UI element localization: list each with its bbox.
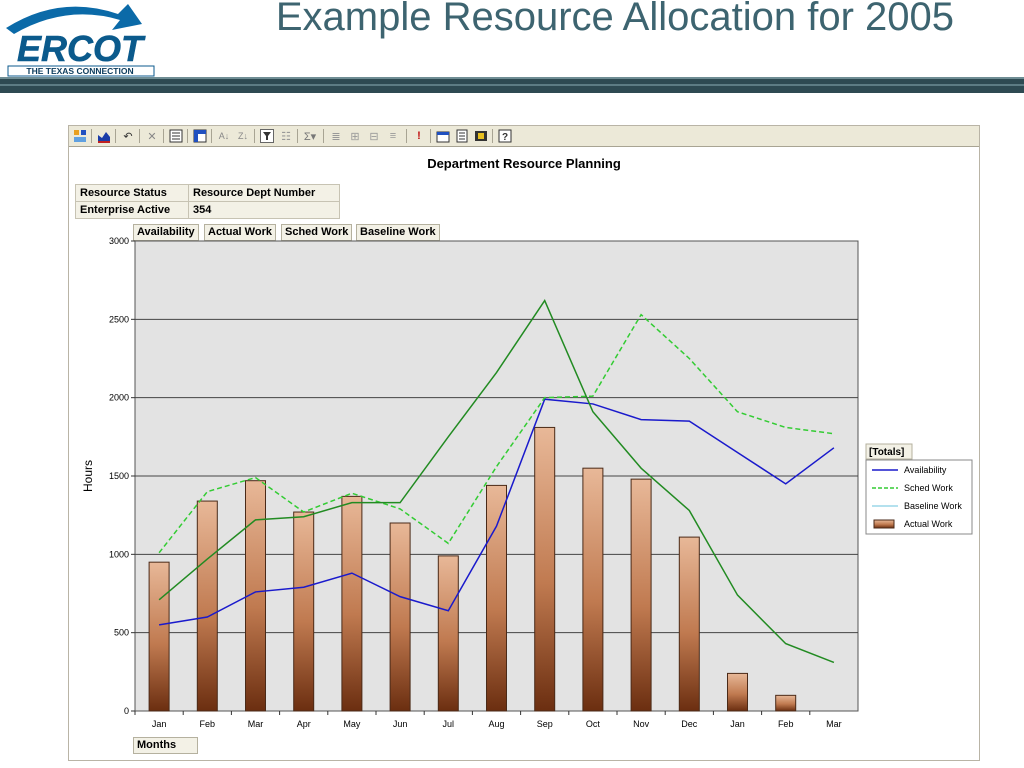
toolbar: ↶ ✕ A↓ Z↓ ☷ Σ▾ ≣ ⊞ ⊟ ≡ ! ? [69,126,979,147]
legend-label: Sched Work [904,483,953,493]
help-icon[interactable]: ? [497,128,513,144]
bar-actual-work [678,536,700,712]
x-tick-label: Jan [152,719,167,729]
alert-icon[interactable]: ! [417,130,421,142]
x-tick-label: Jul [443,719,455,729]
bar-actual-work [582,467,604,712]
x-tick-label: Feb [778,719,794,729]
field-baseline-work[interactable]: Baseline Work [356,224,440,241]
x-tick-label: Feb [200,719,216,729]
legend-title: [Totals] [869,447,904,458]
layout-icon[interactable] [72,128,88,144]
pivot-chart-window: ↶ ✕ A↓ Z↓ ☷ Σ▾ ≣ ⊞ ⊟ ≡ ! ? Department Re… [68,125,980,761]
bar-actual-work [245,480,266,712]
x-tick-label: Apr [297,719,311,729]
bar-actual-work [727,672,748,712]
x-tick-label: Jan [730,719,745,729]
bar-actual-work [534,426,556,712]
row-field-months[interactable]: Months [133,737,198,754]
undo-icon[interactable]: ↶ [123,130,133,143]
x-tick-label: Oct [586,719,601,729]
y-tick-label: 3000 [109,236,129,246]
bar-actual-work [148,561,170,712]
x-tick-label: Nov [633,719,650,729]
x-tick-label: Dec [681,719,698,729]
logo-text: ERCOT [17,28,146,69]
bar-actual-work [775,694,797,712]
header-divider [0,77,1024,93]
filter-clear-icon[interactable]: ☷ [281,130,291,143]
bar-actual-work [437,555,459,712]
slide-title: Example Resource Allocation for 2005 [275,0,954,39]
x-tick-label: Mar [826,719,842,729]
properties-icon[interactable] [168,128,184,144]
legend-label: Availability [904,465,947,475]
pivot-icon[interactable] [192,128,208,144]
hide-details-icon[interactable]: ≡ [389,130,397,142]
line-baseline-work [158,298,835,664]
y-tick-label: 2000 [109,393,129,403]
delete-icon[interactable]: ✕ [147,130,157,143]
collapse-icon[interactable]: ⊟ [369,130,379,143]
chart-title: Department Resource Planning [427,156,621,171]
filter-field-dept-number[interactable]: Resource Dept Number [188,184,340,202]
subtotal-icon[interactable]: ≣ [331,130,341,143]
export-icon[interactable] [435,128,451,144]
y-tick-label: 0 [124,706,129,716]
x-tick-label: Sep [537,719,553,729]
bar-actual-work [630,478,652,712]
filter-table: Resource Status Resource Dept Number Ent… [75,184,340,219]
sort-descending-icon[interactable]: Z↓ [238,131,248,141]
field-list-icon[interactable] [454,128,470,144]
y-tick-label: 2500 [109,314,129,324]
y-axis-label: Hours [81,460,95,492]
y-tick-label: 1500 [109,471,129,481]
autosum-icon[interactable]: Σ▾ [303,130,317,143]
logo-tagline: THE TEXAS CONNECTION [26,66,133,76]
bar-actual-work [293,511,315,712]
bar-actual-work [341,495,363,712]
x-tick-label: Mar [248,719,264,729]
legend-label: Baseline Work [904,501,962,511]
svg-text:?: ? [502,132,508,143]
filter-value-dept-number[interactable]: 354 [188,201,340,219]
x-tick-label: Aug [488,719,504,729]
filter-value-resource-status[interactable]: Enterprise Active [75,201,189,219]
y-tick-label: 1000 [109,549,129,559]
field-sched-work[interactable]: Sched Work [281,224,353,241]
expand-icon[interactable]: ⊞ [350,130,360,143]
legend-swatch-actual-work [873,519,895,529]
sort-ascending-icon[interactable]: A↓ [218,131,230,141]
line-sched-work [158,313,834,554]
x-tick-label: May [343,719,361,729]
legend-title-box [865,443,913,460]
line-availability [158,398,835,626]
x-tick-label: Jun [393,719,408,729]
bar-actual-work [389,522,411,712]
legend-label: Actual Work [904,519,953,529]
chart-icon[interactable] [96,128,112,144]
resource-chart: 0 500 1000 1500 2000 2500 3000 Hours Jan Feb Mar Ap… [81,236,973,729]
bar-actual-work [486,484,507,712]
commands-icon[interactable] [473,128,489,144]
ercot-logo: ERCOT THE TEXAS CONNECTION [0,0,162,80]
bar-actual-work [196,500,218,712]
filter-icon[interactable] [259,128,275,144]
y-tick-label: 500 [114,628,129,638]
